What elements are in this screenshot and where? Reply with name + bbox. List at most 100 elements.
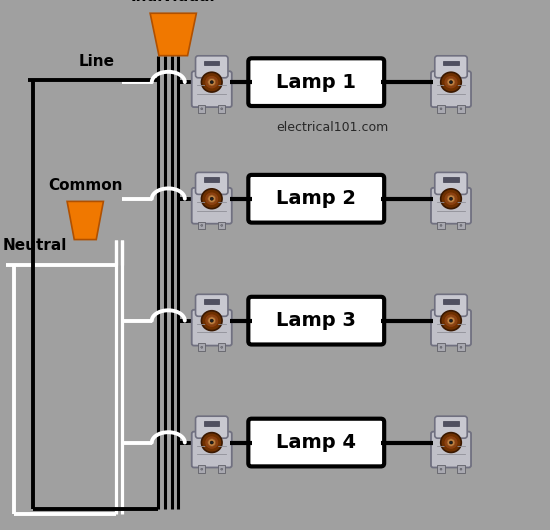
Circle shape: [201, 108, 203, 110]
Circle shape: [447, 317, 455, 324]
Text: Lamp 1: Lamp 1: [276, 73, 356, 92]
FancyBboxPatch shape: [196, 172, 228, 195]
Bar: [204, 299, 219, 304]
Bar: [204, 178, 219, 182]
Circle shape: [201, 346, 203, 348]
FancyBboxPatch shape: [196, 294, 228, 316]
Circle shape: [460, 224, 462, 226]
Polygon shape: [67, 201, 103, 240]
Circle shape: [210, 197, 213, 200]
Text: Line: Line: [78, 54, 114, 69]
FancyBboxPatch shape: [192, 188, 232, 224]
Bar: [443, 421, 459, 426]
Bar: [458, 222, 465, 229]
Circle shape: [441, 311, 461, 331]
Circle shape: [447, 78, 455, 86]
FancyBboxPatch shape: [435, 56, 467, 78]
Bar: [437, 465, 444, 473]
Text: Lamp 3: Lamp 3: [276, 311, 356, 330]
FancyBboxPatch shape: [192, 71, 232, 107]
Bar: [437, 343, 444, 351]
Circle shape: [460, 108, 462, 110]
FancyBboxPatch shape: [196, 56, 228, 78]
FancyBboxPatch shape: [248, 58, 384, 106]
Circle shape: [460, 468, 462, 470]
Circle shape: [460, 346, 462, 348]
Circle shape: [205, 192, 219, 206]
Text: Individual: Individual: [131, 0, 216, 4]
Bar: [458, 105, 465, 112]
FancyBboxPatch shape: [196, 416, 228, 438]
Circle shape: [208, 317, 216, 324]
FancyBboxPatch shape: [192, 310, 232, 346]
Circle shape: [440, 108, 442, 110]
Bar: [218, 465, 226, 473]
Circle shape: [201, 432, 222, 453]
Text: electrical101.com: electrical101.com: [277, 121, 389, 134]
Circle shape: [201, 189, 222, 209]
Circle shape: [444, 192, 458, 206]
FancyBboxPatch shape: [435, 416, 467, 438]
Bar: [443, 61, 459, 66]
Polygon shape: [150, 13, 196, 56]
Circle shape: [201, 224, 203, 226]
Circle shape: [444, 75, 458, 89]
Bar: [198, 343, 205, 351]
Bar: [458, 343, 465, 351]
Circle shape: [447, 439, 455, 446]
Circle shape: [444, 436, 458, 449]
Text: Lamp 4: Lamp 4: [276, 433, 356, 452]
Circle shape: [208, 195, 216, 202]
Bar: [218, 105, 226, 112]
Bar: [218, 222, 226, 229]
Text: Common: Common: [48, 178, 123, 193]
Circle shape: [221, 224, 223, 226]
Bar: [437, 222, 444, 229]
Circle shape: [205, 314, 219, 328]
Circle shape: [440, 468, 442, 470]
Circle shape: [208, 78, 216, 86]
FancyBboxPatch shape: [248, 297, 384, 344]
Bar: [198, 105, 205, 112]
FancyBboxPatch shape: [248, 175, 384, 223]
FancyBboxPatch shape: [248, 419, 384, 466]
FancyBboxPatch shape: [431, 431, 471, 467]
Bar: [443, 178, 459, 182]
Text: Neutral: Neutral: [3, 238, 67, 253]
FancyBboxPatch shape: [431, 188, 471, 224]
Circle shape: [444, 314, 458, 328]
Circle shape: [441, 432, 461, 453]
Circle shape: [449, 197, 453, 200]
Circle shape: [449, 319, 453, 322]
Circle shape: [221, 468, 223, 470]
Bar: [218, 343, 226, 351]
Circle shape: [208, 439, 216, 446]
Circle shape: [205, 75, 219, 89]
Circle shape: [447, 195, 455, 202]
Circle shape: [449, 81, 453, 84]
Circle shape: [221, 108, 223, 110]
Circle shape: [221, 346, 223, 348]
Circle shape: [205, 436, 219, 449]
FancyBboxPatch shape: [431, 310, 471, 346]
Bar: [198, 465, 205, 473]
Text: Lamp 2: Lamp 2: [276, 189, 356, 208]
Bar: [437, 105, 444, 112]
Bar: [443, 299, 459, 304]
Circle shape: [440, 224, 442, 226]
Circle shape: [201, 72, 222, 92]
Bar: [458, 465, 465, 473]
Circle shape: [201, 468, 203, 470]
Bar: [204, 421, 219, 426]
Bar: [198, 222, 205, 229]
Bar: [204, 61, 219, 66]
FancyBboxPatch shape: [192, 431, 232, 467]
Circle shape: [210, 81, 213, 84]
Circle shape: [449, 441, 453, 444]
Circle shape: [201, 311, 222, 331]
Circle shape: [441, 189, 461, 209]
Circle shape: [441, 72, 461, 92]
Circle shape: [210, 441, 213, 444]
Circle shape: [210, 319, 213, 322]
FancyBboxPatch shape: [435, 294, 467, 316]
